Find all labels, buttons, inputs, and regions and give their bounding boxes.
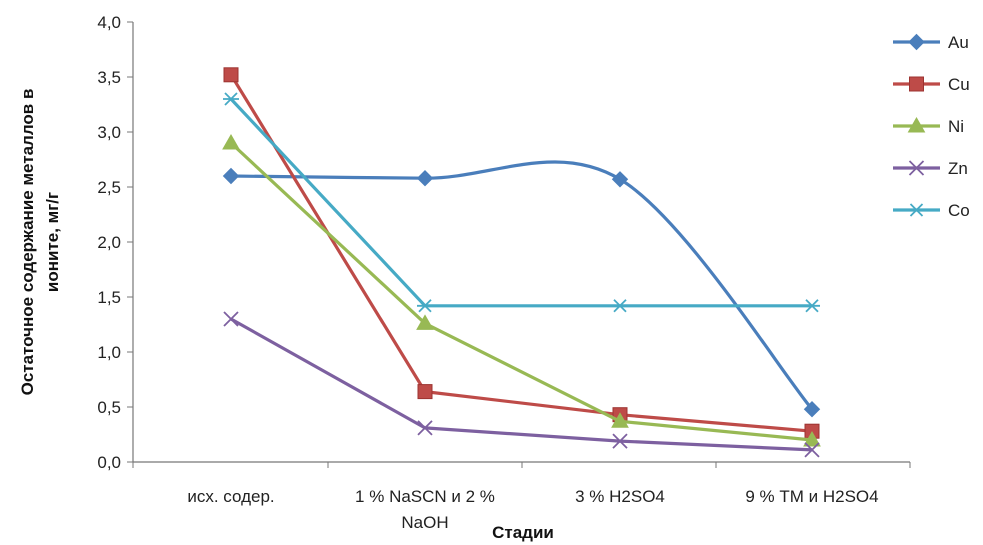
data-point-co	[612, 299, 628, 313]
legend: Au Cu Ni Zn Co	[893, 33, 970, 220]
legend-marker	[909, 76, 924, 92]
data-point-cu	[223, 67, 239, 83]
y-tick-label: 2,0	[97, 233, 121, 252]
legend-marker	[908, 33, 925, 51]
axes: 0,0 0,5 1,0 1,5 2,0 2,5 3,0 3,5 4,0 исх. содер. 1 …	[97, 13, 911, 532]
series-ni	[222, 133, 821, 447]
data-point-co	[223, 92, 239, 106]
legend-marker	[908, 203, 925, 217]
x-tick-label: NaOH	[401, 513, 448, 532]
series-co	[223, 92, 820, 313]
y-tick-label: 4,0	[97, 13, 121, 32]
y-tick-label: 1,0	[97, 343, 121, 362]
y-tick-label: 3,0	[97, 123, 121, 142]
legend-marker	[907, 116, 926, 133]
data-point-zn	[223, 311, 239, 327]
x-tick-label: исх. содер.	[187, 487, 274, 506]
series-line-co	[229, 97, 812, 308]
y-tick-label: 2,5	[97, 178, 121, 197]
legend-label: Co	[948, 201, 970, 220]
data-point-zn	[612, 433, 628, 449]
legend-item-cu: Cu	[893, 75, 970, 94]
series-line-ni	[229, 141, 813, 442]
x-tick-label: 9 % ТМ и H2SO4	[745, 487, 878, 506]
legend-item-ni: Ni	[893, 116, 964, 136]
legend-marker	[908, 160, 925, 176]
legend-label: Cu	[948, 75, 970, 94]
legend-item-au: Au	[893, 33, 969, 52]
legend-label: Au	[948, 33, 969, 52]
legend-item-co: Co	[893, 201, 970, 220]
y-tick-label: 1,5	[97, 288, 121, 307]
data-point-zn	[804, 442, 820, 458]
data-point-au	[803, 400, 821, 418]
data-point-zn	[417, 420, 433, 436]
series-cu	[223, 67, 820, 439]
series-au	[222, 160, 821, 418]
data-point-ni	[611, 412, 629, 428]
y-tick-label: 3,5	[97, 68, 121, 87]
x-tick-label: 3 % H2SO4	[575, 487, 665, 506]
series-line-au	[230, 160, 814, 411]
x-tick-label: 1 % NaSCN и 2 %	[355, 487, 495, 506]
legend-label: Ni	[948, 117, 964, 136]
data-point-au	[416, 169, 434, 187]
series-layer	[222, 67, 821, 458]
data-point-ni	[803, 430, 821, 447]
y-tick-label: 0,5	[97, 398, 121, 417]
series-zn	[223, 311, 820, 458]
data-point-cu	[417, 384, 433, 400]
data-point-ni	[222, 133, 240, 150]
series-line-cu	[229, 73, 813, 433]
data-point-co	[417, 299, 433, 313]
legend-item-zn: Zn	[893, 159, 968, 178]
series-line-zn	[230, 317, 813, 452]
legend-label: Zn	[948, 159, 968, 178]
x-axis-title: Стадии	[492, 523, 554, 542]
data-point-au	[222, 167, 240, 185]
y-tick-label: 0,0	[97, 453, 121, 472]
y-axis-title: Остаточное содержание металлов в ионите, …	[18, 89, 62, 396]
data-point-ni	[416, 314, 434, 330]
data-point-co	[804, 299, 820, 313]
data-point-au	[611, 171, 629, 188]
